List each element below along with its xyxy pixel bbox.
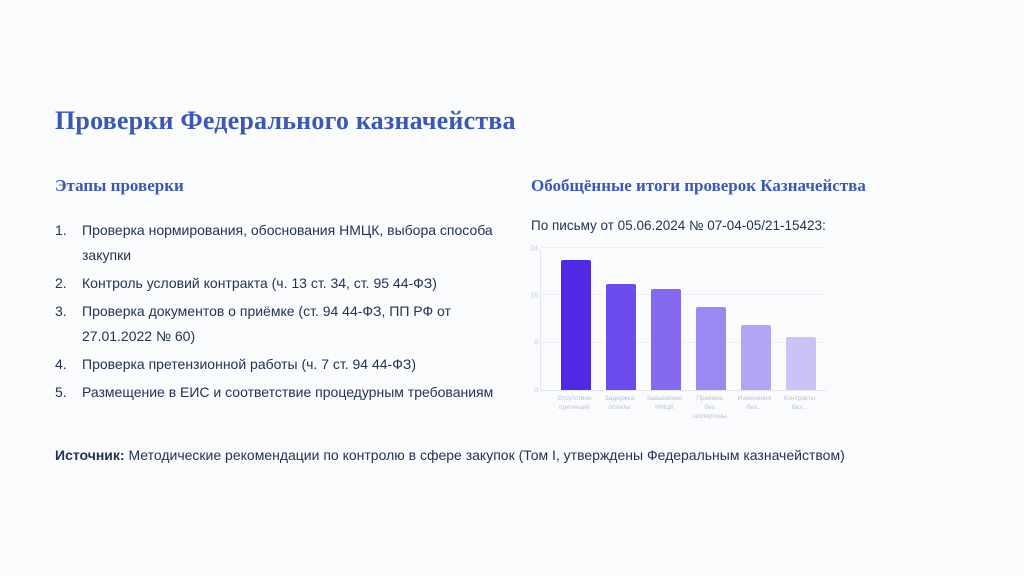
x-axis-label: Завышение НМЦК (646, 395, 683, 412)
page-title: Проверки Федерального казначейства (55, 106, 516, 135)
results-heading: Обобщённые итоги проверок Казначейства (531, 176, 866, 195)
results-section: Обобщённые итоги проверок Казначейства П… (530, 176, 971, 421)
bar-slot (643, 289, 688, 390)
bar-slot (598, 283, 643, 390)
x-axis-label: Задержка оплаты (604, 395, 635, 412)
y-axis-tick: 8 (534, 339, 538, 347)
stage-item: Проверка нормирования, обоснования НМЦК,… (55, 218, 493, 263)
x-axis-label: Контракты без... (783, 395, 816, 412)
stage-item: Проверка претензионной работы (ч. 7 ст. … (55, 352, 416, 377)
stages-list: Проверка нормирования, обоснования НМЦК,… (55, 218, 515, 405)
x-axis-label: Приёмка без экспертизы (692, 395, 727, 421)
y-axis-tick: 16 (530, 292, 538, 300)
inspection-stages-section: Этапы проверки Проверка нормирования, об… (55, 176, 515, 408)
chart-plot-area: 0 8 16 24 (530, 245, 826, 394)
bar (740, 324, 771, 390)
source-text: Методические рекомендации по контролю в … (124, 447, 845, 463)
bar-slot (688, 307, 733, 390)
bar-chart: 0 8 16 24 Отсутствие претензий Задержка опла… (530, 245, 840, 421)
bar (785, 336, 816, 390)
y-axis-tick: 24 (530, 245, 538, 252)
stage-item: Контроль условий контракта (ч. 13 ст. 34… (55, 271, 437, 296)
stage-item: Размещение в ЕИС и соответствие процедур… (55, 380, 494, 405)
x-axis-label: Отсутствие претензий (557, 395, 592, 412)
stage-item: Проверка документов о приёмке (ст. 94 44… (55, 299, 451, 344)
chart-subtitle: По письму от 05.06.2024 № 07-04-05/21-15… (531, 218, 826, 233)
bar-slot (778, 336, 823, 390)
bar-slot (553, 259, 598, 390)
bar-slot (733, 324, 778, 390)
bars-row (541, 259, 826, 390)
x-axis-label: Изменения без... (737, 395, 772, 412)
gridline (541, 341, 826, 343)
source-note: Источник: Методические рекомендации по к… (55, 447, 845, 463)
stages-heading: Этапы проверки (55, 176, 184, 195)
gridline (541, 294, 826, 296)
y-axis-tick: 0 (534, 387, 538, 394)
source-label: Источник: (55, 447, 125, 463)
chart-x-axis-labels: Отсутствие претензий Задержка оплаты Завыш… (540, 394, 826, 421)
bar (605, 283, 636, 390)
gridline (541, 247, 826, 248)
bar (650, 289, 681, 390)
bar (560, 259, 591, 390)
bar (695, 307, 726, 390)
